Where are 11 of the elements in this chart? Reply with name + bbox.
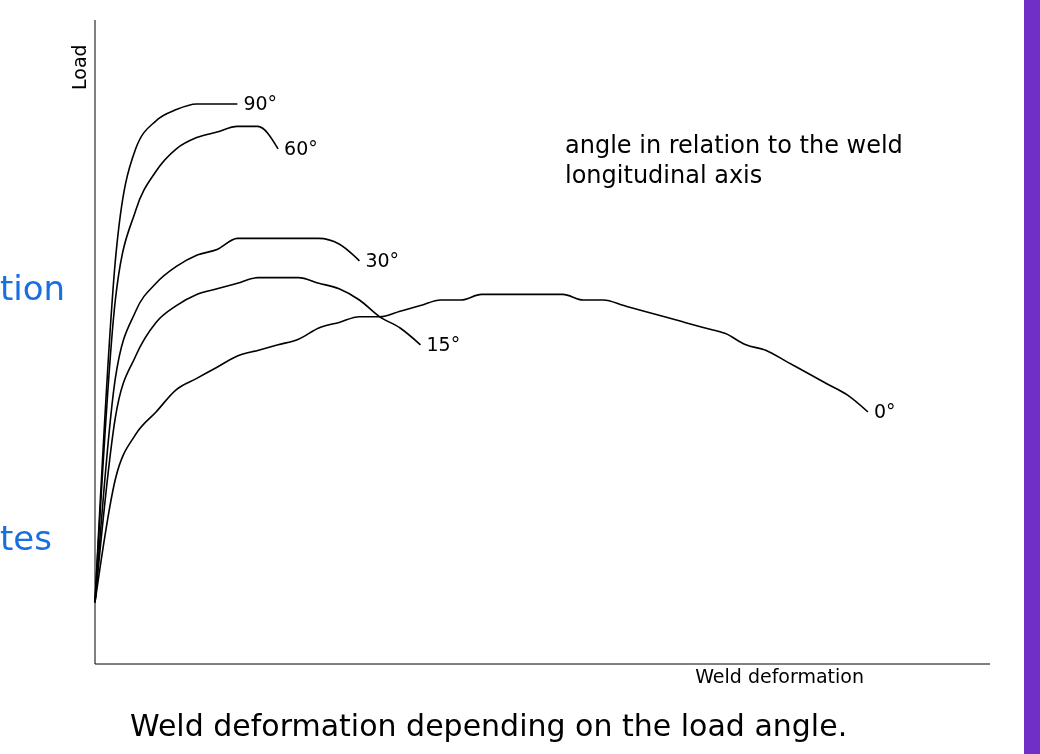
x-axis-title: Weld deformation [695,665,864,688]
series-label: 60° [284,136,318,159]
text: tion [0,268,67,308]
y-axis-title: Load [68,44,91,90]
series-label: 15° [426,332,461,355]
series-label: 30° [365,248,400,271]
text: tes [0,518,53,558]
text: Weld deformation depending on the load angle. [130,708,849,743]
series-label: 90° [243,92,278,114]
series-label: 0° [873,400,896,422]
annotation: angle in relation to the weld longitudinal axis [565,130,904,190]
